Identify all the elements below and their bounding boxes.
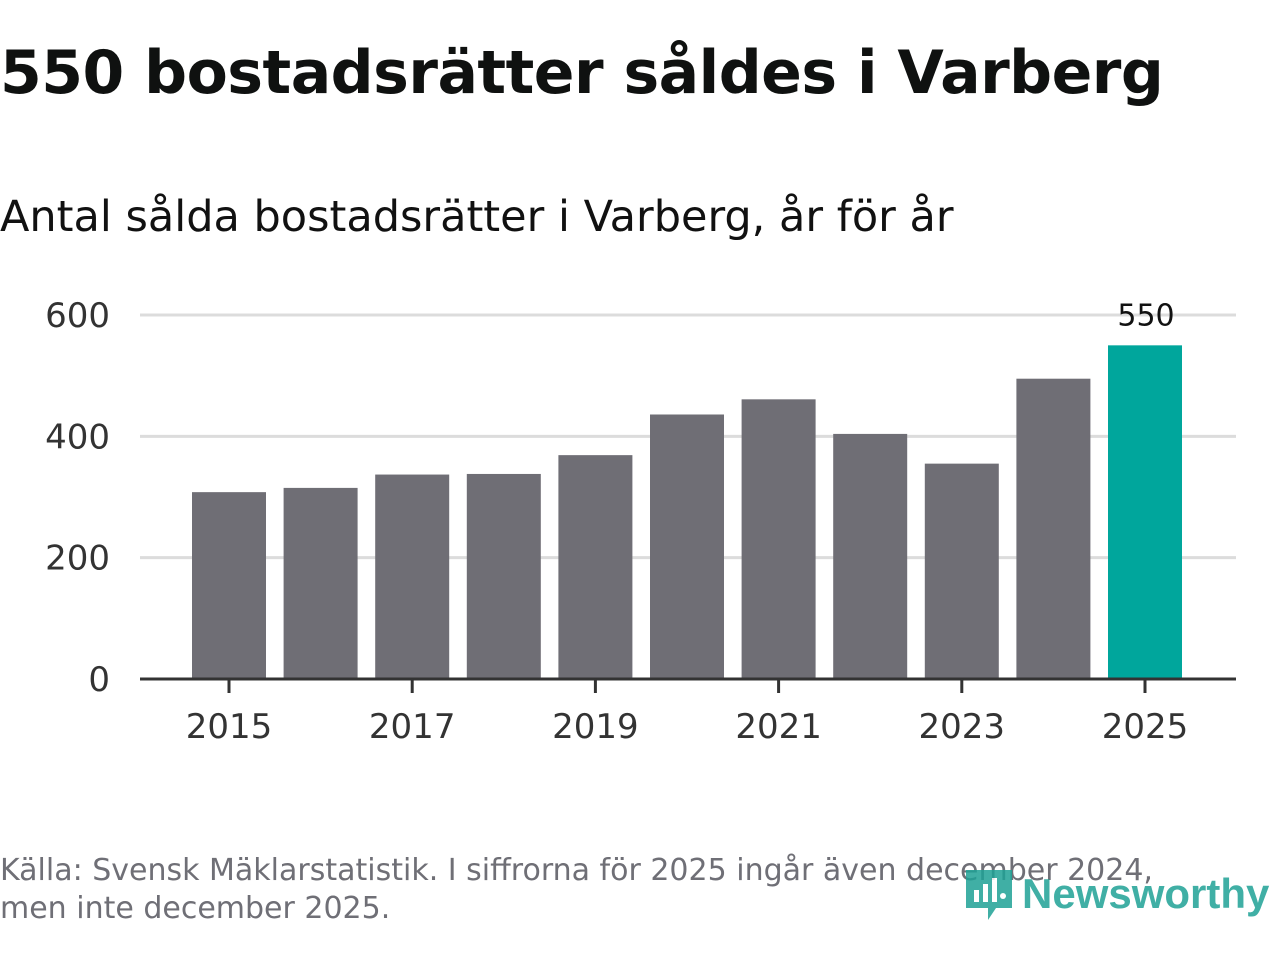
- y-tick-label-0: 0: [88, 660, 110, 700]
- bar-chart: 0 200 400 600 550 2015 2017 2019 2021 2023 2025: [45, 296, 1236, 747]
- bar-2022: [833, 433, 908, 679]
- chart-subtitle: Antal sålda bostadsrätter i Varberg, år …: [0, 192, 954, 242]
- newsworthy-logo-icon: [966, 870, 1012, 920]
- x-tick-label-2015: 2015: [186, 707, 273, 747]
- data-label-2025: 550: [1117, 298, 1174, 333]
- x-tick-label-2025: 2025: [1102, 707, 1189, 747]
- bars: [192, 345, 1182, 679]
- x-tick-label-2017: 2017: [369, 707, 456, 747]
- bar-2025: [1108, 345, 1182, 679]
- bar-2015: [192, 492, 266, 679]
- x-tick-label-2023: 2023: [919, 707, 1006, 747]
- bar-2017: [375, 474, 450, 679]
- labels: 0 200 400 600 550 2015 2017 2019 2021 2023 2025: [45, 296, 1188, 747]
- x-tick-label-2021: 2021: [735, 707, 822, 747]
- source-note: Källa: Svensk Mäklarstatistik. I siffror…: [0, 852, 1230, 928]
- bar-2024: [1016, 378, 1091, 679]
- bar-2020: [650, 414, 724, 679]
- y-tick-label-600: 600: [45, 296, 110, 336]
- newsworthy-logo[interactable]: Newsworthy: [962, 864, 1269, 924]
- axes: [140, 677, 1236, 693]
- chart-title: 550 bostadsrätter såldes i Varberg: [0, 38, 1164, 108]
- source-line-2: men inte december 2025.: [0, 891, 391, 926]
- bar-2021: [741, 399, 816, 679]
- y-tick-label-400: 400: [45, 417, 110, 457]
- source-line-1: Källa: Svensk Mäklarstatistik. I siffror…: [0, 853, 1153, 888]
- bar-2023: [924, 463, 999, 679]
- bar-2019: [558, 455, 633, 679]
- x-tick-label-2019: 2019: [552, 707, 639, 747]
- bar-2018: [466, 473, 541, 679]
- logo-text: Newsworthy: [1022, 870, 1270, 917]
- bar-2016: [283, 487, 358, 679]
- y-tick-label-200: 200: [45, 539, 110, 579]
